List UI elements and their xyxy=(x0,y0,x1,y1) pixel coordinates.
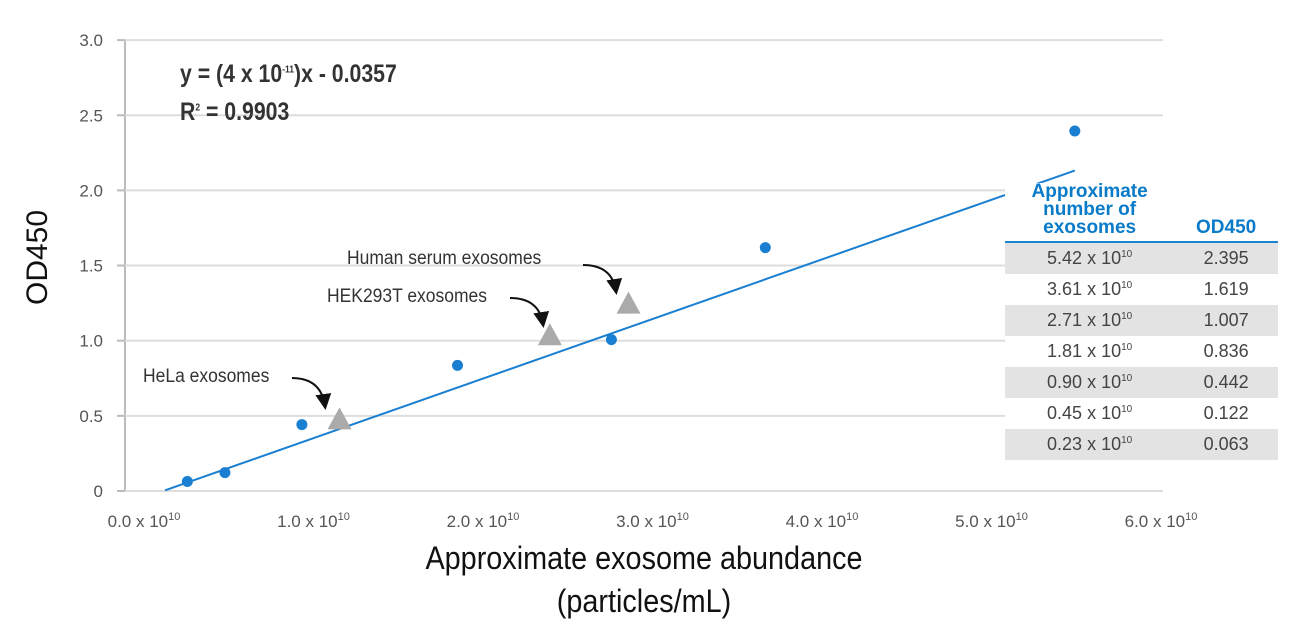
x-tick-label: 5.0 x 1010 xyxy=(955,511,1028,531)
arrow-icon xyxy=(509,297,550,328)
data-table: Approximate number of exosomes OD450 5.42… xyxy=(1005,182,1278,460)
od450-value: 0.836 xyxy=(1203,341,1249,361)
y-tick-label: 0.5 xyxy=(79,407,103,426)
table-header-number: Approximate number of exosomes xyxy=(1005,182,1175,243)
y-tick-label: 2.0 xyxy=(79,181,103,200)
exosome-count: 0.90 x 1010 xyxy=(1005,367,1175,398)
x-axis-label: Approximate exosome abundance xyxy=(425,540,863,576)
x-tick-label: 3.0 x 1010 xyxy=(616,511,689,531)
regression-line xyxy=(164,169,1076,492)
y-tick-label: 2.5 xyxy=(79,106,103,125)
x-tick-label: 0.0 x 1010 xyxy=(108,511,181,531)
y-tick-label: 3.0 xyxy=(79,31,103,50)
table-row: 0.23 x 1010 0.063 xyxy=(1005,429,1278,460)
data-point xyxy=(452,359,464,371)
table-row: 5.42 x 1010 2.395 xyxy=(1005,242,1278,274)
sample-triangle xyxy=(327,407,352,430)
regression-equation: y = (4 x 10-11)x - 0.0357 xyxy=(180,60,397,88)
annotation-hela: HeLa exosomes xyxy=(143,366,270,387)
table-row: 1.81 x 1010 0.836 xyxy=(1005,336,1278,367)
od450-value: 0.122 xyxy=(1203,403,1249,423)
exosome-count: 2.71 x 1010 xyxy=(1005,305,1175,336)
data-point xyxy=(1069,125,1081,137)
sample-triangle xyxy=(537,323,562,346)
exosome-count: 5.42 x 1010 xyxy=(1005,242,1175,274)
od450-value: 0.063 xyxy=(1174,429,1278,460)
od450-value: 2.395 xyxy=(1174,242,1278,274)
y-axis-label: OD450 xyxy=(21,209,54,305)
exosome-count: 0.45 x 1010 xyxy=(1047,403,1133,423)
od450-value: 0.442 xyxy=(1174,367,1278,398)
x-tick-label: 1.0 x 1010 xyxy=(277,511,350,531)
data-point xyxy=(181,476,193,488)
table-row: 0.90 x 1010 0.442 xyxy=(1005,367,1278,398)
data-point xyxy=(219,467,231,479)
r-squared: R2 = 0.9903 xyxy=(180,98,290,126)
table-row: 0.45 x 1010 0.122 xyxy=(1005,398,1278,429)
x-tick-label: 2.0 x 1010 xyxy=(447,511,520,531)
table-header-od450: OD450 xyxy=(1174,183,1278,243)
table-row: 3.61 x 1010 1.619 xyxy=(1005,274,1278,305)
data-point xyxy=(296,419,308,431)
y-tick-label: 0 xyxy=(94,482,103,501)
annotation-human-serum: Human serum exosomes xyxy=(347,248,542,269)
y-tick-label: 1.5 xyxy=(79,257,103,276)
exosome-count: 3.61 x 1010 xyxy=(1047,279,1133,299)
arrow-icon xyxy=(291,377,332,410)
exosome-count: 0.23 x 1010 xyxy=(1005,429,1175,460)
arrow-icon xyxy=(582,264,623,295)
od450-value: 1.007 xyxy=(1174,305,1278,336)
y-tick-label: 1.0 xyxy=(79,332,103,351)
table-row: 2.71 x 1010 1.007 xyxy=(1005,305,1278,336)
data-point xyxy=(605,334,617,346)
x-tick-label: 6.0 x 1010 xyxy=(1125,511,1198,531)
x-axis-label-units: (particles/mL) xyxy=(556,583,732,619)
annotation-hek293t: HEK293T exosomes xyxy=(327,286,487,307)
data-point xyxy=(759,242,771,254)
x-tick-label: 4.0 x 1010 xyxy=(786,511,859,531)
exosome-count: 1.81 x 1010 xyxy=(1047,341,1133,361)
od450-value: 1.619 xyxy=(1203,279,1249,299)
sample-triangle xyxy=(616,291,641,314)
